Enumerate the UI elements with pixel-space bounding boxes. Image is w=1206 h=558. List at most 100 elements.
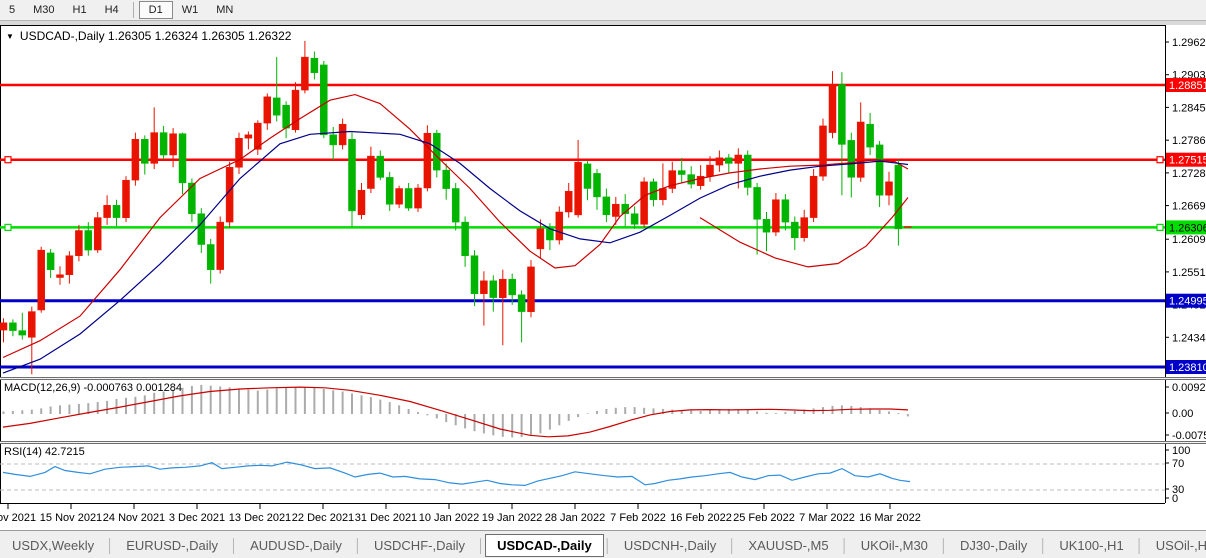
candle xyxy=(329,134,337,146)
candle xyxy=(885,181,893,196)
chart-tab-audusd[interactable]: AUDUSD-,Daily xyxy=(250,537,342,553)
candle xyxy=(282,104,290,129)
candle xyxy=(781,199,790,223)
chart-tab-ukoil[interactable]: UKOil-,M30 xyxy=(860,537,928,553)
candle xyxy=(56,274,64,278)
tab-divider: │ xyxy=(1039,537,1048,553)
macd-axis-label: 0.009278 xyxy=(1172,382,1206,394)
candle xyxy=(216,221,224,270)
candle xyxy=(734,154,743,164)
date-tick-label: 25 Feb 2022 xyxy=(733,512,795,524)
chart-canvas[interactable]: 0.0092780.00-0.00750100703001.296201.290… xyxy=(0,25,1206,530)
candle xyxy=(451,188,460,223)
timeframe-button-d1[interactable]: D1 xyxy=(138,1,173,19)
line-handle[interactable] xyxy=(4,223,12,231)
chart-tab-xauusd[interactable]: XAUUSD-,M5 xyxy=(748,537,829,553)
line-handle[interactable] xyxy=(1156,156,1164,164)
chart-tab-usdcad[interactable]: USDCAD-,Daily xyxy=(485,533,604,557)
candle xyxy=(593,173,601,198)
price-badge xyxy=(1166,152,1206,167)
chart-tab-usoil[interactable]: USOil-,H1 xyxy=(1155,537,1206,553)
candle xyxy=(433,132,441,171)
tab-divider: │ xyxy=(353,537,362,553)
price-badge xyxy=(1166,78,1206,92)
price-badge xyxy=(1166,360,1206,374)
candle xyxy=(131,139,140,181)
chart-window: 0.0092780.00-0.00750100703001.296201.290… xyxy=(0,25,1206,530)
candle xyxy=(169,133,177,156)
candle xyxy=(555,211,564,241)
chart-tab-dj30[interactable]: DJ30-,Daily xyxy=(960,537,1028,553)
tab-divider: │ xyxy=(229,537,239,553)
price-badge-label: 1.23810 xyxy=(1169,362,1206,374)
price-badge-label: 1.26306 xyxy=(1169,222,1206,234)
price-tick-label: 1.27865 xyxy=(1172,135,1206,147)
chart-tab-eurusd[interactable]: EURUSD-,Daily xyxy=(126,537,218,553)
timeframe-button-h4[interactable]: H4 xyxy=(104,4,119,16)
candle xyxy=(178,133,187,184)
candle xyxy=(348,139,356,212)
candle xyxy=(338,123,347,146)
candle xyxy=(875,144,884,196)
candle xyxy=(640,181,648,225)
candle xyxy=(677,170,686,175)
candle xyxy=(762,219,771,233)
price-badge-label: 1.27515 xyxy=(1169,155,1206,167)
candle xyxy=(602,196,611,216)
price-badge xyxy=(1166,293,1206,308)
candle xyxy=(800,217,808,238)
candle xyxy=(112,205,121,218)
candle xyxy=(291,89,300,131)
line-handle[interactable] xyxy=(4,156,12,164)
timeframe-button-m30[interactable]: M30 xyxy=(33,4,55,16)
candle xyxy=(37,249,45,311)
candle xyxy=(18,330,27,336)
candle xyxy=(122,179,130,218)
candle xyxy=(517,294,526,312)
candle xyxy=(301,56,309,91)
date-tick-label: 13 Dec 2021 xyxy=(229,512,291,524)
candle xyxy=(103,205,111,218)
chart-tab-usdchf[interactable]: USDCHF-,Daily xyxy=(373,537,465,553)
chart-tab-usdx[interactable]: USDX,Weekly xyxy=(12,537,95,553)
timeframe-button-h1[interactable]: H1 xyxy=(72,4,87,16)
chart-tab-usdcnh[interactable]: USDCNH-,Daily xyxy=(623,537,717,553)
tab-divider: │ xyxy=(476,537,486,553)
chart-tab-uk100[interactable]: UK100-,H1 xyxy=(1059,537,1124,553)
toolbar-strip xyxy=(0,21,1206,25)
candle xyxy=(847,140,856,178)
symbol-dropdown-icon[interactable]: ▼ xyxy=(6,31,14,41)
candle xyxy=(546,228,554,241)
timeframe-button-w1[interactable]: W1 xyxy=(181,4,199,16)
moving-averages-layer xyxy=(2,93,909,374)
macd-indicator-label: MACD(12,26,9) -0.000763 0.001284 xyxy=(4,382,182,394)
candle xyxy=(508,278,516,296)
timeframe-button-5[interactable]: 5 xyxy=(9,4,16,16)
candle xyxy=(9,322,17,331)
rsi-axis-label: 70 xyxy=(1172,458,1184,470)
candle xyxy=(612,203,620,217)
candle xyxy=(414,187,422,209)
candle xyxy=(536,228,545,250)
candle xyxy=(206,244,215,270)
candle xyxy=(715,157,724,166)
chart-header: ▼ USDCAD-,Daily 1.26305 1.26324 1.26305 … xyxy=(6,29,291,43)
candle xyxy=(225,167,234,223)
tab-divider: │ xyxy=(840,537,849,553)
candle xyxy=(159,132,168,156)
candle xyxy=(28,311,36,338)
timeframe-toolbar: 5 M30 H1 H4 D1 W1 MN xyxy=(0,0,1206,21)
candle xyxy=(819,125,827,177)
price-tick-label: 1.28450 xyxy=(1172,102,1206,114)
tab-divider: │ xyxy=(939,537,949,553)
line-handle[interactable] xyxy=(1156,223,1164,231)
tab-divider: │ xyxy=(1135,537,1144,553)
candle xyxy=(357,189,366,216)
price-axis: 1.296201.290351.284501.278651.272801.266… xyxy=(1165,37,1206,377)
candle xyxy=(188,182,196,215)
level-lines-layer xyxy=(0,83,1165,369)
timeframe-button-mn[interactable]: MN xyxy=(216,4,234,16)
candle xyxy=(263,96,272,124)
